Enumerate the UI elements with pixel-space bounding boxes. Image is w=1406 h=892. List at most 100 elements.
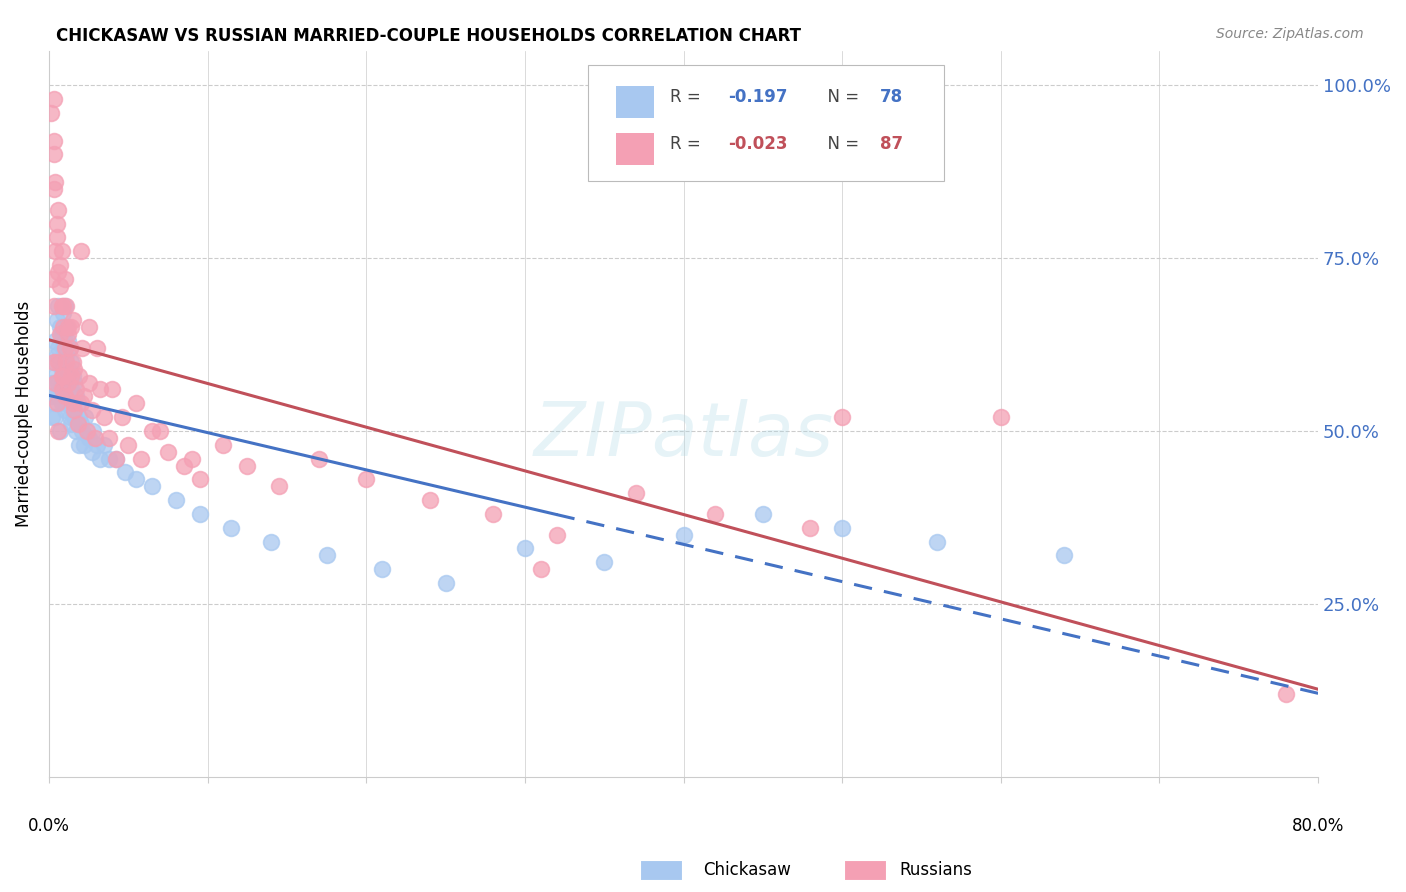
Point [672, 527, 695, 541]
Point [51, 383, 73, 397]
Point [1053, 549, 1076, 563]
Point [49, 355, 72, 369]
Point [82, 424, 104, 438]
Point [86, 341, 108, 355]
Point [62, 355, 84, 369]
Point [53, 272, 76, 286]
Point [125, 472, 148, 486]
Point [58, 376, 80, 390]
Point [49, 383, 72, 397]
Point [53, 389, 76, 403]
Point [55, 383, 77, 397]
Point [530, 562, 553, 576]
Point [48, 300, 70, 314]
Point [69, 417, 91, 431]
Point [63, 376, 86, 390]
Point [221, 521, 243, 535]
Point [55, 355, 77, 369]
Text: 0.0%: 0.0% [28, 816, 70, 835]
Point [49, 278, 72, 293]
Point [69, 244, 91, 259]
Point [53, 403, 76, 417]
Point [55, 320, 77, 334]
Point [41, 410, 63, 425]
Point [831, 410, 853, 425]
Text: ZIPatlas: ZIPatlas [533, 400, 834, 472]
Point [1275, 687, 1298, 701]
Text: CHICKASAW VS RUSSIAN MARRIED-COUPLE HOUSEHOLDS CORRELATION CHART: CHICKASAW VS RUSSIAN MARRIED-COUPLE HOUS… [56, 27, 801, 45]
Point [56, 396, 79, 410]
Point [77, 320, 100, 334]
Point [180, 451, 202, 466]
Point [89, 383, 111, 397]
Point [55, 348, 77, 362]
Point [80, 444, 103, 458]
Point [44, 334, 66, 348]
Point [53, 341, 76, 355]
Point [65, 383, 87, 397]
Point [236, 458, 259, 473]
Point [165, 493, 187, 508]
Point [44, 410, 66, 425]
Point [98, 431, 121, 445]
Text: R =: R = [669, 135, 706, 153]
Point [84, 431, 107, 445]
Point [44, 368, 66, 383]
Point [44, 376, 66, 390]
Point [315, 549, 337, 563]
Point [101, 383, 124, 397]
Point [42, 147, 65, 161]
Point [267, 479, 290, 493]
Point [72, 341, 94, 355]
Point [56, 334, 79, 348]
Point [62, 313, 84, 327]
FancyBboxPatch shape [616, 86, 654, 119]
Point [60, 320, 83, 334]
Text: N =: N = [817, 87, 865, 106]
Point [52, 306, 75, 320]
Point [149, 424, 172, 438]
Point [67, 368, 90, 383]
Point [58, 410, 80, 425]
Point [44, 175, 66, 189]
Point [69, 396, 91, 410]
Point [67, 410, 90, 425]
Point [434, 576, 457, 591]
Point [104, 451, 127, 466]
Point [45, 348, 67, 362]
Point [51, 327, 73, 342]
Point [593, 555, 616, 569]
Point [62, 396, 84, 410]
Point [42, 134, 65, 148]
Point [48, 202, 70, 217]
FancyBboxPatch shape [616, 133, 654, 165]
Point [65, 389, 87, 403]
Point [42, 396, 65, 410]
Point [51, 368, 73, 383]
Point [51, 300, 73, 314]
Point [356, 472, 378, 486]
Point [482, 507, 505, 521]
Point [52, 341, 75, 355]
Point [260, 534, 283, 549]
Point [125, 396, 148, 410]
Point [89, 451, 111, 466]
Point [48, 424, 70, 438]
Point [173, 458, 195, 473]
Point [141, 479, 163, 493]
Point [212, 438, 235, 452]
Point [114, 466, 136, 480]
Point [45, 396, 67, 410]
Point [308, 451, 330, 466]
Point [42, 92, 65, 106]
Text: N =: N = [817, 135, 865, 153]
Point [53, 300, 76, 314]
Point [53, 368, 76, 383]
Point [45, 389, 67, 403]
Point [111, 410, 134, 425]
Point [513, 541, 536, 556]
Text: 78: 78 [880, 87, 904, 106]
Point [799, 521, 821, 535]
Point [65, 424, 87, 438]
Text: -0.197: -0.197 [728, 87, 787, 106]
